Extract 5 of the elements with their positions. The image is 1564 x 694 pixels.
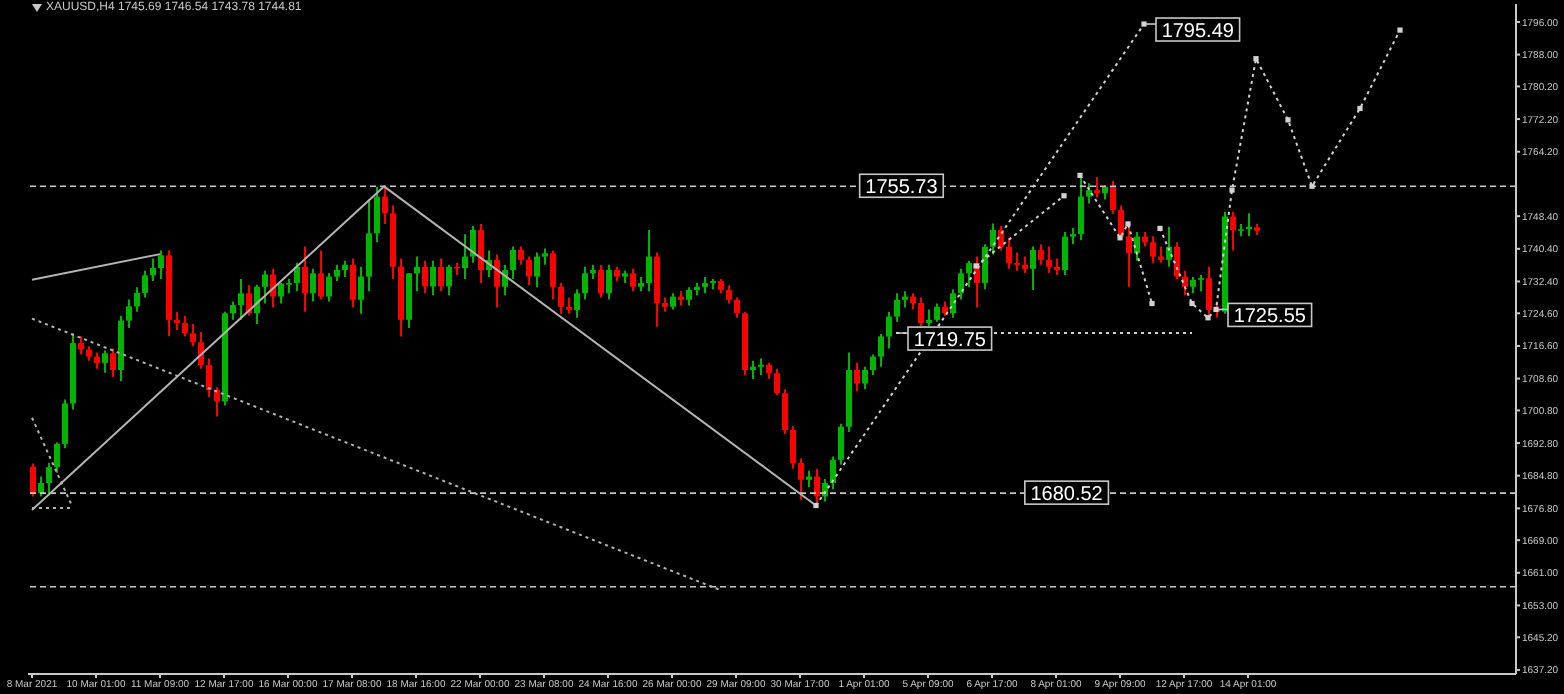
data-label: 1795.49 — [1161, 20, 1235, 43]
ref-line-label: 1680.52 — [1030, 484, 1104, 507]
ref-line-label: 1755.73 — [865, 177, 939, 200]
data-label: 1725.55 — [1233, 306, 1307, 329]
data-label: 1719.75 — [913, 329, 987, 352]
